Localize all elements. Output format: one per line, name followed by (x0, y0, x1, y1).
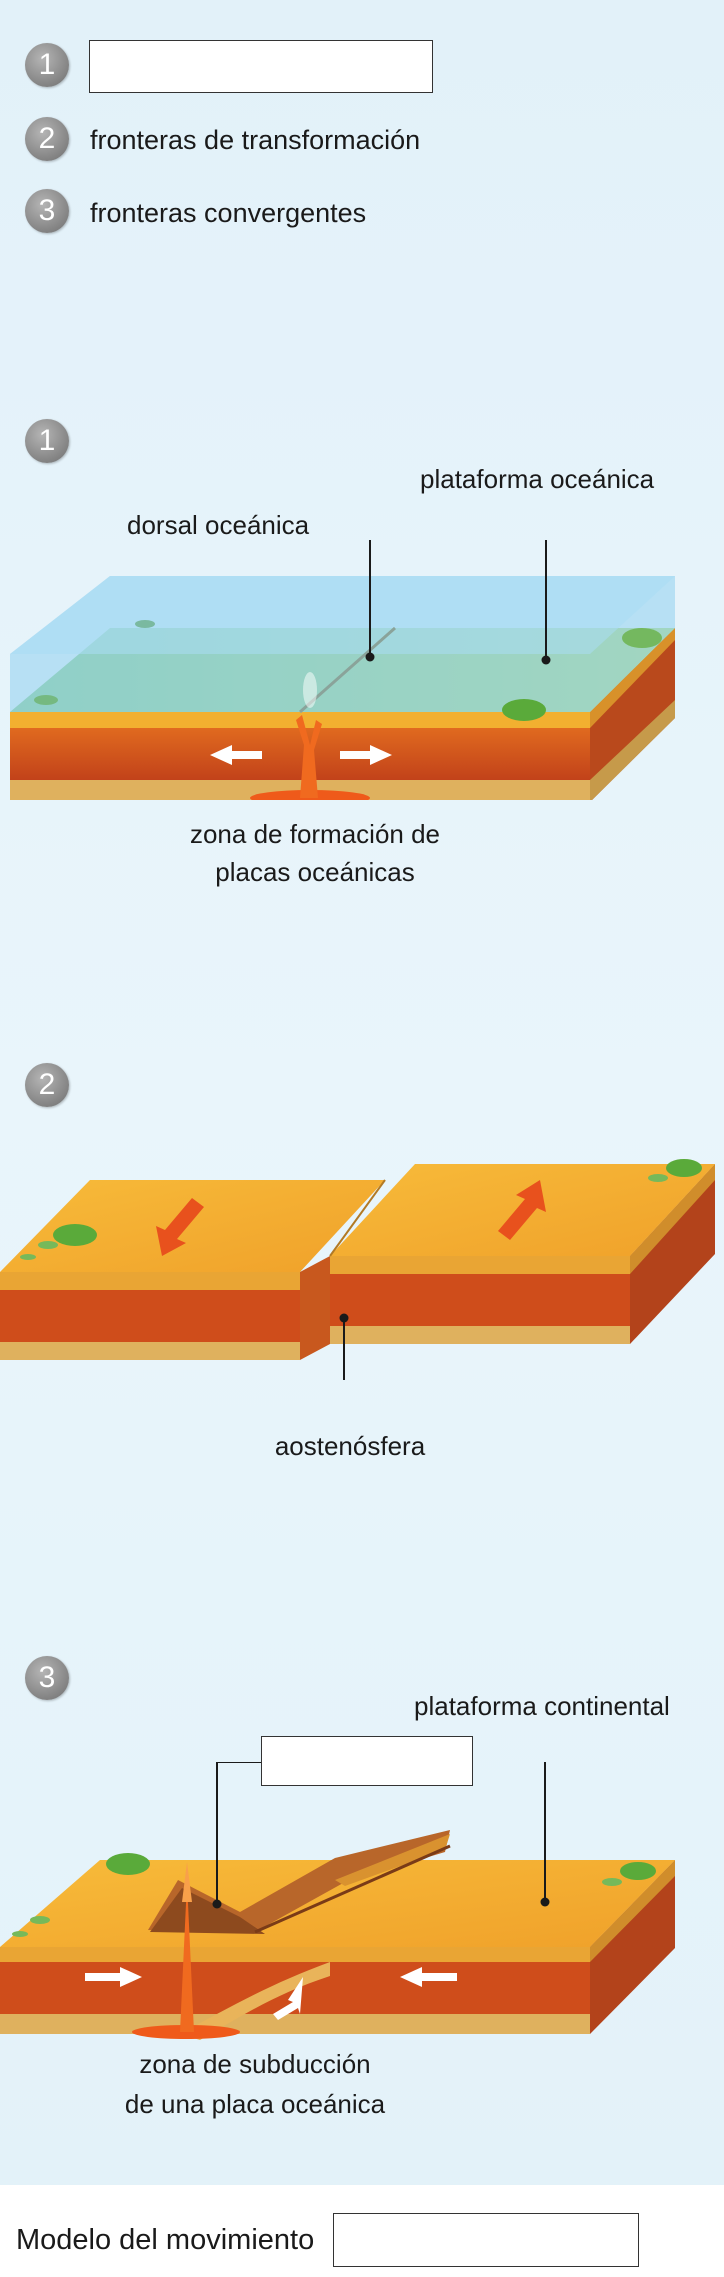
convergent-boundary-illustration (0, 1762, 675, 2040)
movement-model-label: Modelo del movimiento (16, 2224, 315, 2256)
diagram3-answer-box[interactable] (261, 1736, 473, 1786)
legend-number-1: 1 (25, 43, 69, 87)
right-plate-arrow (498, 1180, 546, 1240)
legend-text-2: fronteras de transformación (90, 125, 421, 155)
diagram3-number: 3 (25, 1656, 69, 1700)
mantle-front-face (10, 728, 590, 780)
subduction-caption-2: de una placa oceánica (124, 2089, 386, 2119)
formation-zone-caption-2: placas oceánicas (215, 857, 415, 887)
left-plate-arrow (156, 1198, 204, 1256)
formation-zone-caption-1: zona de formación de (189, 819, 441, 849)
diagram2-number: 2 (25, 1063, 69, 1107)
left-plate-surface (0, 1180, 385, 1272)
movement-model-answer-box[interactable] (333, 2213, 639, 2267)
right-push-arrow (400, 1967, 457, 1987)
base-front-face (10, 780, 590, 800)
subduction-caption-1: zona de subducción (139, 2049, 371, 2079)
diagram1-number: 1 (25, 419, 69, 463)
legend-answer-box-1[interactable] (89, 40, 433, 93)
right-spread-arrow (340, 745, 392, 765)
ocean-ridge-label: dorsal oceánica (127, 510, 310, 540)
left-spread-arrow (210, 745, 262, 765)
left-push-arrow (85, 1967, 142, 1987)
divergent-boundary-illustration (10, 540, 675, 800)
seafloor-mound (502, 699, 546, 721)
right-side-face (590, 628, 675, 800)
legend-number-2: 2 (25, 117, 69, 161)
ocean-platform-label: plataforma oceánica (420, 464, 655, 494)
legend-text-3: fronteras convergentes (90, 198, 367, 228)
legend-number-3: 3 (25, 189, 69, 233)
subduction-arrow (273, 1977, 303, 2020)
asthenosphere-label: aostenósfera (274, 1431, 426, 1461)
continental-platform-label: plataforma continental (414, 1691, 670, 1721)
transform-boundary-illustration (0, 1159, 715, 1380)
diagram-panel (0, 0, 724, 2185)
